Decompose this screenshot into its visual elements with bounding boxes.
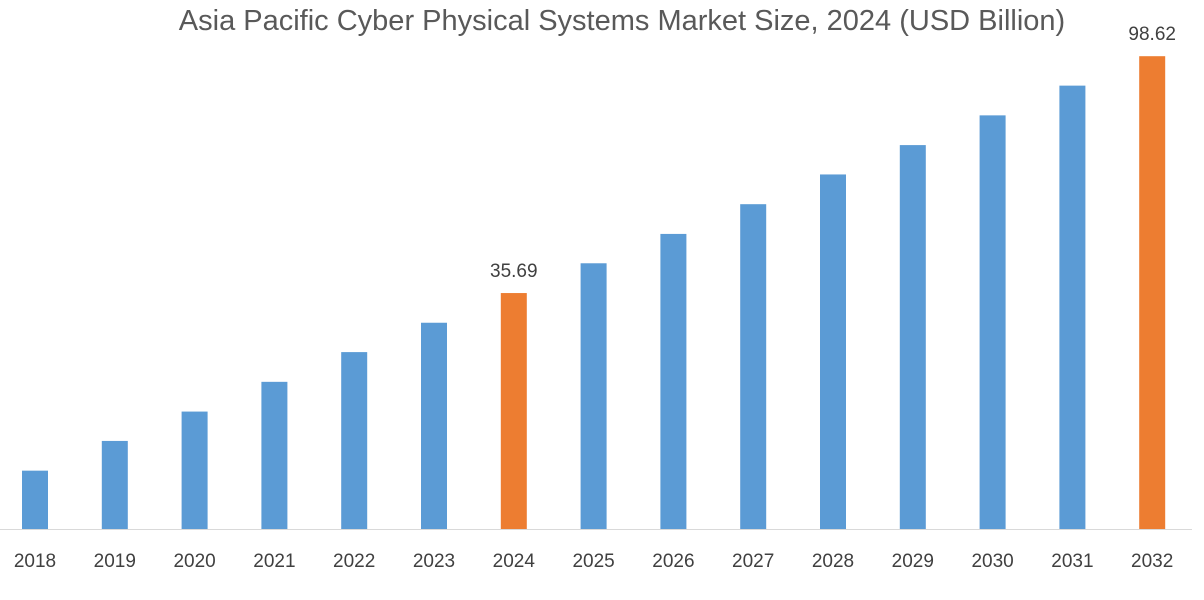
bar-2026 [660, 233, 687, 529]
bar-2022 [341, 352, 368, 529]
bar-2020 [181, 411, 208, 529]
bar-2021 [261, 381, 288, 529]
x-tick-label-2026: 2026 [652, 551, 694, 572]
x-tick-label-2028: 2028 [812, 551, 854, 572]
x-tick-label-2030: 2030 [971, 551, 1013, 572]
x-tick-label-2023: 2023 [413, 551, 455, 572]
x-tick-label-2019: 2019 [94, 551, 136, 572]
bar-2019 [101, 440, 128, 529]
bar-2028 [820, 174, 846, 529]
bar-2031 [1059, 85, 1086, 529]
bar-2023 [421, 322, 447, 529]
bar-2025 [580, 263, 607, 529]
bar-2018 [22, 470, 48, 529]
bar-2027 [740, 204, 767, 529]
x-tick-label-2029: 2029 [892, 551, 934, 572]
x-tick-label-2018: 2018 [14, 551, 56, 572]
x-tick-label-2024: 2024 [493, 551, 536, 572]
bar-2030 [979, 115, 1006, 529]
x-tick-label-2022: 2022 [333, 551, 375, 572]
x-tick-label-2021: 2021 [253, 551, 295, 572]
bar-2032 [1139, 56, 1166, 529]
x-tick-label-2031: 2031 [1051, 551, 1093, 572]
data-label-2032: 98.62 [1128, 24, 1176, 45]
data-label-2024: 35.69 [490, 261, 538, 282]
x-tick-label-2025: 2025 [572, 551, 614, 572]
x-tick-label-2020: 2020 [173, 551, 215, 572]
bar-2029 [899, 145, 926, 529]
x-tick-label-2027: 2027 [732, 551, 774, 572]
bar-2024 [500, 293, 527, 529]
chart-title: Asia Pacific Cyber Physical Systems Mark… [179, 5, 1065, 37]
x-tick-label-2032: 2032 [1131, 551, 1173, 572]
